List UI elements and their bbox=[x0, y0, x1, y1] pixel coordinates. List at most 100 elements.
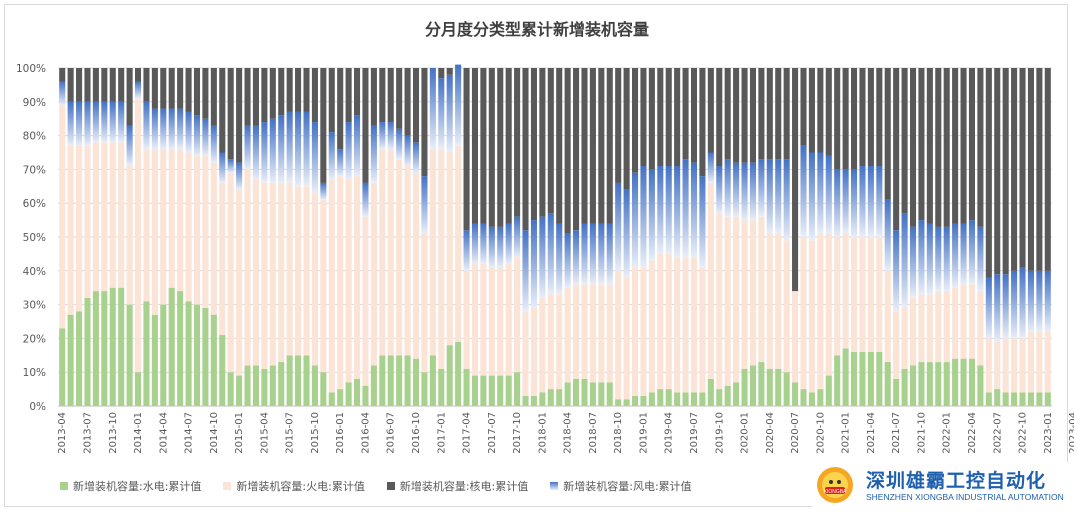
bar-segment-nuclear bbox=[775, 68, 782, 160]
bar-segment-wind bbox=[126, 125, 133, 167]
bar-segment-thermal bbox=[151, 149, 158, 315]
bar-segment-wind bbox=[185, 111, 192, 153]
bar-segment-thermal bbox=[193, 155, 201, 305]
bar-segment-nuclear bbox=[59, 68, 66, 82]
bar-segment-thermal bbox=[202, 155, 209, 308]
bar-segment-wind bbox=[817, 152, 824, 234]
bar-segment-hydro bbox=[522, 395, 529, 406]
bar-segment-wind bbox=[884, 199, 891, 271]
bar-segment-nuclear bbox=[236, 68, 243, 163]
bar-segment-thermal bbox=[1011, 338, 1018, 393]
bar-segment-nuclear bbox=[354, 68, 361, 116]
bar-segment-thermal bbox=[236, 189, 243, 376]
bar-segment-wind bbox=[160, 108, 167, 150]
bar-segment-thermal bbox=[1002, 338, 1009, 393]
bar-segment-nuclear bbox=[168, 68, 175, 109]
bar-segment-nuclear bbox=[564, 68, 571, 234]
bar-segment-wind bbox=[295, 111, 302, 187]
bar-segment-wind bbox=[530, 220, 537, 308]
bar-segment-thermal bbox=[901, 307, 908, 369]
bar-segment-wind bbox=[1019, 267, 1026, 339]
bar-segment-thermal bbox=[749, 220, 756, 366]
bar-segment-hydro bbox=[758, 362, 765, 406]
y-tick-label: 90% bbox=[23, 97, 46, 109]
bar-segment-wind bbox=[522, 230, 529, 312]
bar-segment-hydro bbox=[657, 389, 664, 406]
bar-segment-wind bbox=[867, 166, 874, 237]
bar-segment-hydro bbox=[867, 351, 874, 406]
bar-segment-thermal bbox=[429, 149, 436, 356]
bar-segment-hydro bbox=[1044, 392, 1051, 406]
bar-segment-hydro bbox=[985, 392, 992, 406]
bar-segment-nuclear bbox=[893, 68, 900, 231]
bar-segment-wind bbox=[143, 101, 150, 150]
legend-label-nuclear: 新增装机容量:核电:累计值 bbox=[399, 480, 529, 493]
bar-segment-wind bbox=[396, 128, 403, 160]
x-tick-label: 2016-04 bbox=[360, 412, 371, 454]
x-tick-label: 2015-04 bbox=[259, 412, 270, 454]
bar-segment-thermal bbox=[84, 145, 91, 298]
bar-segment-thermal bbox=[345, 179, 352, 383]
bar-segment-thermal bbox=[295, 186, 302, 356]
bar-segment-hydro bbox=[682, 392, 689, 406]
bar-segment-hydro bbox=[177, 291, 184, 406]
bar-segment-thermal bbox=[968, 284, 976, 359]
bar-segment-thermal bbox=[109, 142, 116, 288]
x-tick-label: 2016-01 bbox=[335, 412, 346, 454]
bar-segment-nuclear bbox=[800, 68, 807, 146]
bar-segment-hydro bbox=[463, 368, 470, 406]
chart-title: 分月度分类型累计新增装机容量 bbox=[424, 20, 649, 39]
bar-segment-thermal bbox=[800, 237, 807, 390]
bar-segment-wind bbox=[177, 108, 184, 150]
bar-segment-thermal bbox=[488, 267, 495, 376]
bar-segment-thermal bbox=[876, 237, 883, 352]
x-tick-label: 2019-01 bbox=[638, 412, 649, 454]
bar-segment-thermal bbox=[320, 199, 327, 373]
bar-segment-nuclear bbox=[952, 68, 959, 224]
y-tick-label: 60% bbox=[23, 198, 46, 210]
bar-segment-nuclear bbox=[412, 68, 420, 143]
bar-segment-wind bbox=[252, 125, 259, 180]
bar-segment-nuclear bbox=[480, 68, 487, 224]
bar-segment-hydro bbox=[581, 378, 588, 406]
bar-segment-wind bbox=[84, 101, 91, 146]
bar-segment-nuclear bbox=[623, 68, 630, 190]
svg-text:XIONGBA: XIONGBA bbox=[824, 489, 847, 495]
bar-segment-hydro bbox=[564, 382, 571, 406]
x-tick-label: 2017-10 bbox=[512, 412, 523, 454]
bar-segment-wind bbox=[236, 162, 243, 190]
bar-segment-nuclear bbox=[160, 68, 167, 109]
bar-segment-hydro bbox=[842, 348, 849, 406]
bar-segment-wind bbox=[151, 108, 158, 150]
bar-segment-wind bbox=[733, 162, 740, 217]
bar-segment-thermal bbox=[884, 270, 891, 363]
bar-segment-nuclear bbox=[884, 68, 891, 200]
x-tick-label: 2021-04 bbox=[866, 412, 877, 454]
bar-segment-hydro bbox=[690, 392, 698, 406]
bar-segment-wind bbox=[421, 176, 428, 234]
bar-segment-nuclear bbox=[968, 68, 976, 221]
bar-segment-thermal bbox=[67, 145, 74, 315]
x-tick-label: 2020-04 bbox=[765, 412, 776, 454]
bar-segment-wind bbox=[968, 220, 976, 285]
bar-segment-thermal bbox=[977, 291, 984, 366]
x-tick-label: 2020-01 bbox=[740, 412, 751, 454]
bar-segment-thermal bbox=[952, 287, 959, 359]
bar-segment-hydro bbox=[606, 382, 613, 406]
bar-segment-wind bbox=[851, 169, 858, 237]
bar-segment-thermal bbox=[657, 253, 664, 390]
x-tick-label: 2019-10 bbox=[714, 412, 725, 454]
bar-segment-nuclear bbox=[851, 68, 858, 170]
bar-segment-wind bbox=[92, 101, 99, 143]
bar-segment-hydro bbox=[800, 389, 807, 406]
bar-segment-thermal bbox=[842, 233, 849, 349]
bar-segment-nuclear bbox=[151, 68, 158, 109]
x-tick-label: 2021-01 bbox=[841, 412, 852, 454]
bar-segment-hydro bbox=[893, 378, 900, 406]
bar-segment-hydro bbox=[901, 368, 908, 406]
bar-segment-wind bbox=[202, 118, 209, 156]
bar-segment-nuclear bbox=[286, 68, 293, 112]
bar-segment-thermal bbox=[438, 149, 445, 369]
bar-segment-thermal bbox=[143, 149, 150, 302]
bar-segment-wind bbox=[379, 122, 386, 150]
